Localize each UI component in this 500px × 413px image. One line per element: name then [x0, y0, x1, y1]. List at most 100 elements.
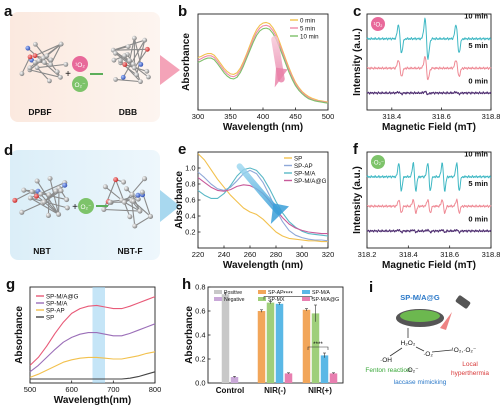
bond [133, 48, 148, 69]
series-line [366, 55, 492, 81]
atom [48, 57, 54, 63]
atom [33, 193, 39, 199]
fenton-label: Fenton reaction [365, 367, 411, 374]
significance-bracket [263, 296, 313, 300]
bond [131, 200, 136, 227]
atom [107, 199, 113, 205]
atom [130, 61, 136, 67]
y-tick-label: 1.0 [185, 164, 195, 173]
legend-swatch [214, 290, 222, 294]
bond [47, 194, 50, 216]
bond [21, 202, 44, 213]
bond [132, 200, 151, 217]
atom [113, 177, 119, 183]
atom [129, 191, 135, 197]
atom [132, 223, 138, 229]
x-axis-label: Wavelength (nm) [223, 122, 303, 133]
legend-label: SP-M/A@G [46, 294, 79, 301]
atom [32, 53, 38, 59]
x-axis-label: Magnetic Field (mT) [382, 260, 476, 271]
bond [113, 48, 148, 51]
panel-letter: f [353, 141, 359, 158]
y-axis-label: Absorbance [174, 171, 185, 229]
atom [25, 45, 31, 51]
bond [21, 56, 31, 74]
legend-label: SP-M/A [46, 301, 68, 308]
h2o2-label: H₂O₂ [401, 340, 416, 347]
atom [58, 188, 64, 194]
atom [41, 199, 47, 205]
superoxide-label: O₂⁻ [74, 82, 86, 89]
legend-label: SP-AP [294, 163, 313, 170]
panel-e-chart: 220 240 260 280 300 320 0.2 0.4 0.6 0.8 1.0 Wavelen… [174, 141, 334, 271]
series-line [29, 351, 156, 378]
series-line [366, 198, 492, 214]
x-tick-label: 500 [24, 385, 37, 394]
legend-label: SP-AP [46, 308, 65, 315]
dbb-molecule [110, 35, 151, 85]
arrow-h2o2-o2 [415, 346, 425, 352]
bond [124, 178, 146, 203]
panel-h-chart: 0.0 0.2 0.4 0.6 0.8 Absorbance h Control NIR(-) N… [182, 276, 344, 395]
atom [127, 58, 133, 63]
atom [12, 197, 18, 203]
hyperthermia-label-1: Local [462, 361, 478, 368]
y-tick-label: 0.8 [195, 283, 205, 292]
legend-swatch [302, 297, 310, 301]
significance-bracket [307, 346, 329, 350]
bar [230, 377, 239, 383]
bond [134, 215, 151, 227]
laser-beam [440, 312, 452, 330]
x-tick-label: 300 [192, 112, 205, 121]
x-tick-label: 600 [65, 385, 78, 394]
species-badge [371, 17, 385, 31]
trace-label: 10 min [464, 150, 488, 159]
atom [19, 209, 25, 215]
decrease-arrowhead [274, 67, 288, 88]
atom [127, 214, 133, 220]
bond [113, 46, 129, 51]
bar [329, 373, 338, 383]
panel-d-letter: d [4, 142, 13, 159]
trace-label: 0 min [468, 77, 488, 86]
panel-i-letter: i [369, 279, 373, 296]
nbt-molecule [12, 175, 70, 218]
legend-swatch [258, 297, 266, 301]
dpbf-molecule [19, 41, 69, 84]
x-tick-label: 260 [244, 250, 257, 259]
atom [47, 175, 53, 182]
y-tick-label: 0.0 [195, 379, 205, 388]
atom [142, 176, 148, 182]
highlight-band [92, 287, 105, 383]
legend-label: Positive [224, 290, 242, 296]
atom [121, 199, 127, 205]
series-line [197, 153, 328, 243]
panel-f-chart: 318.2 318.4 318.6 318.8 Magnetic Field (mT) I… [352, 141, 500, 271]
atom [29, 189, 35, 195]
species-badge-label: ¹O₂ [374, 23, 384, 29]
bar [257, 311, 266, 383]
atom [142, 37, 148, 43]
atom [120, 74, 126, 80]
legend-label: SP-M/A [294, 171, 316, 178]
panel-a: a ¹O₂ O₂⁻ + DPBF DBB [4, 3, 180, 122]
shift-arrowhead [270, 203, 289, 224]
panel-c-chart: 318.4 318.6 318.8 Magnetic Field (mT) Intens… [352, 3, 500, 133]
bond [115, 78, 141, 83]
atom [44, 53, 50, 59]
panel-letter: h [182, 276, 191, 293]
trace-label: 5 min [468, 41, 488, 50]
panel-letter: c [353, 3, 361, 20]
panel-letter: b [178, 3, 187, 20]
bond [129, 38, 135, 61]
atom [113, 50, 118, 56]
atom [118, 58, 123, 64]
x-tick-label: 300 [296, 250, 309, 259]
atom [130, 198, 136, 204]
x-tick-label: 800 [149, 385, 162, 394]
hyperthermia-label-2: hyperthermia [451, 370, 489, 377]
atom [54, 69, 60, 75]
atom [147, 213, 154, 219]
significance-stars: **** [283, 291, 293, 298]
atom [137, 208, 143, 214]
